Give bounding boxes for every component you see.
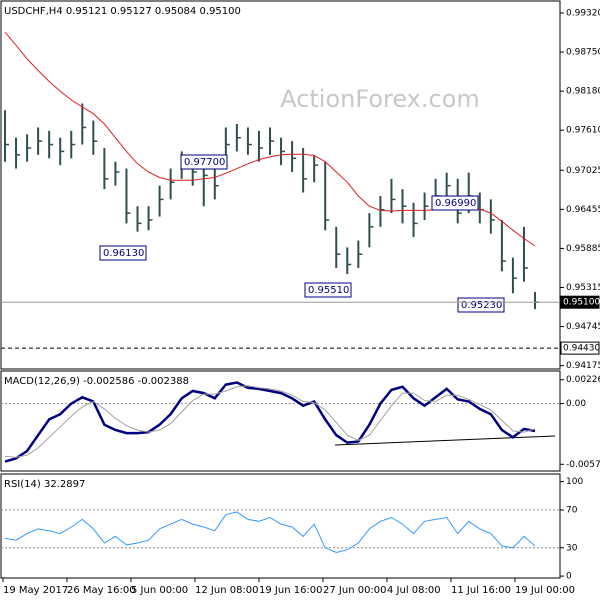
panel-title: USDCHF,H4 0.95121 0.95127 0.95084 0.9510… [4, 6, 241, 17]
panel-title: RSI(14) 32.2897 [4, 479, 85, 490]
y-tick-label: 100 [566, 477, 583, 487]
price-tag [560, 295, 600, 309]
x-tick-label: 19 Jun 16:00 [259, 585, 323, 596]
x-tick-label: 19 May 2017 [3, 585, 68, 596]
y-tick-label: 30 [566, 543, 578, 553]
main-frame [0, 0, 561, 370]
y-tick-label: 0.97025 [566, 166, 600, 176]
annotation: 0.96990 [435, 198, 476, 209]
y-tick-label: 0.94175 [566, 361, 600, 371]
x-tick-label: 19 Jul 00:00 [515, 585, 575, 596]
indicator-line [4, 385, 536, 458]
y-tick-label: 0 [566, 572, 572, 582]
y-tick-label: 0.99320 [566, 8, 600, 18]
y-tick-label: 0.95885 [566, 244, 600, 254]
x-tick-label: 11 Jul 16:00 [451, 585, 511, 596]
y-tick-label: 0.94745 [566, 322, 600, 332]
y-tick-label: 0.97610 [566, 126, 600, 136]
y-tick-label: 0.002267 [566, 375, 600, 385]
y-tick-label: 0.98180 [566, 87, 600, 97]
indicator-line [4, 511, 536, 554]
price-tag-label: 0.95100 [563, 298, 600, 308]
annotation: 0.96130 [103, 248, 144, 259]
y-tick-label: 0.95315 [566, 283, 600, 293]
y-tick-label: 0.00 [566, 399, 586, 409]
y-tick-label: -0.005757 [566, 460, 600, 470]
annotation-box [457, 297, 505, 313]
x-tick-label: 26 May 16:00 [67, 585, 136, 596]
price-tag [560, 341, 600, 355]
x-tick-label: 5 Jun 00:00 [131, 585, 188, 596]
macd-frame [0, 370, 561, 472]
x-tick-label: 12 Jun 08:00 [195, 585, 259, 596]
y-tick-label: 70 [566, 505, 578, 515]
panel-title: MACD(12,26,9) -0.002586 -0.002388 [4, 376, 189, 387]
annotation: 0.97700 [184, 157, 225, 168]
trend-line [334, 435, 556, 446]
rsi-frame [0, 473, 561, 579]
annotation-box [180, 154, 228, 170]
indicator-line [4, 381, 536, 463]
price-tag-label: 0.94430 [563, 344, 600, 354]
annotation: 0.95510 [308, 285, 349, 296]
y-tick-label: 0.96455 [566, 205, 600, 215]
annotation-box [304, 282, 352, 298]
x-tick-label: 4 Jul 08:00 [387, 585, 441, 596]
annotation-box [99, 245, 147, 261]
annotation-box [431, 195, 479, 211]
watermark: ActionForex.com [280, 85, 480, 113]
annotation: 0.95230 [461, 300, 502, 311]
x-tick-label: 27 Jun 00:00 [323, 585, 387, 596]
y-tick-label: 0.98750 [566, 48, 600, 58]
